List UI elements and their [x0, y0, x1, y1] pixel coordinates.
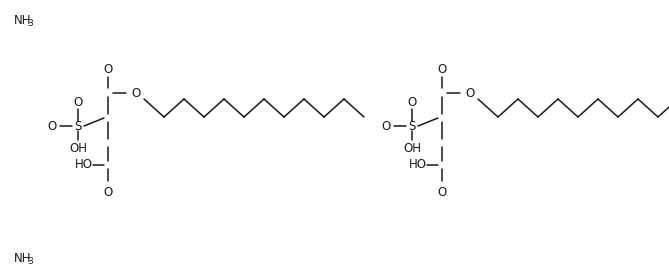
- Text: OH: OH: [69, 142, 87, 155]
- Text: HO: HO: [75, 158, 93, 172]
- Text: OH: OH: [403, 142, 421, 155]
- Text: NH: NH: [14, 14, 31, 26]
- Text: O: O: [104, 63, 112, 76]
- Text: O: O: [466, 86, 474, 100]
- Text: NH: NH: [14, 252, 31, 264]
- Text: S: S: [408, 120, 415, 133]
- Text: S: S: [74, 120, 82, 133]
- Text: O: O: [74, 96, 83, 108]
- Text: O: O: [131, 86, 140, 100]
- Text: O: O: [47, 120, 57, 133]
- Text: 3: 3: [27, 257, 33, 265]
- Text: 3: 3: [27, 19, 33, 28]
- Text: HO: HO: [409, 158, 427, 172]
- Text: O: O: [104, 185, 112, 198]
- Text: O: O: [438, 63, 447, 76]
- Text: O: O: [438, 185, 447, 198]
- Text: O: O: [407, 96, 417, 108]
- Text: O: O: [381, 120, 391, 133]
